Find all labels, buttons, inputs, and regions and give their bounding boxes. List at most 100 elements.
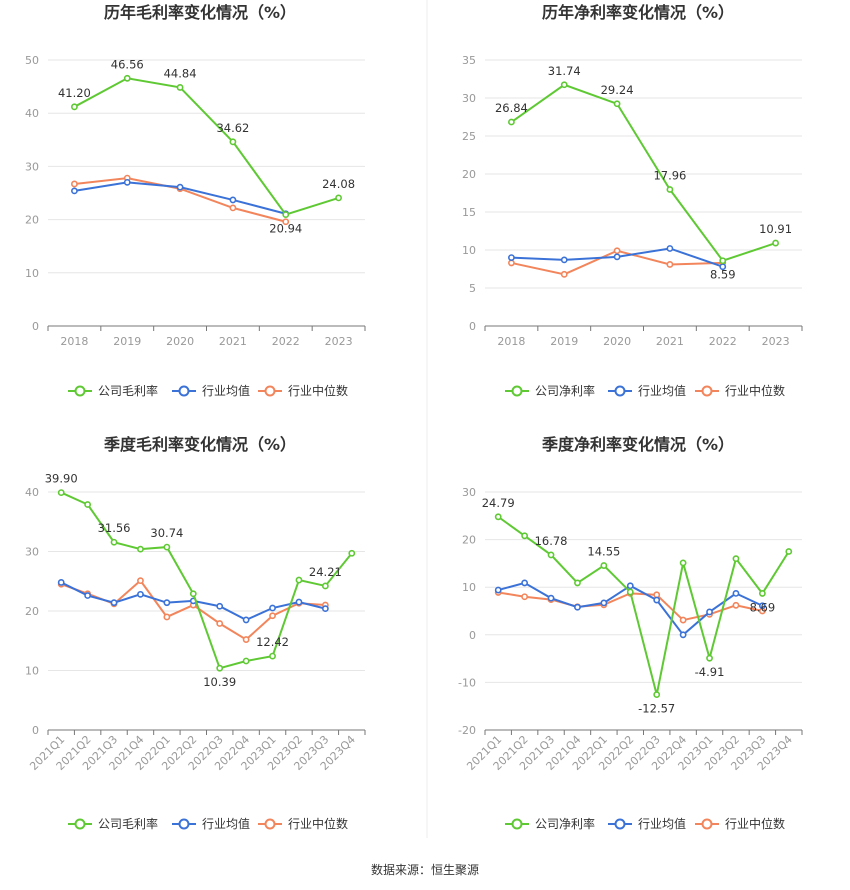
legend-marker-icon (264, 818, 276, 830)
data-point (732, 555, 740, 563)
x-tick-label: 2023 (762, 335, 790, 348)
series-company (57, 489, 356, 672)
legend-label: 公司净利率 (535, 383, 595, 398)
data-point (242, 616, 250, 624)
legend-label: 公司毛利率 (98, 383, 158, 398)
x-tick-label: 2020 (166, 335, 194, 348)
data-point (216, 664, 224, 672)
data-point (560, 256, 568, 264)
x-tick-label: 2022 (709, 335, 737, 348)
legend-marker-icon (701, 818, 713, 830)
data-point (269, 652, 276, 660)
data-point (229, 204, 237, 212)
chart-title: 季度净利率变化情况（%） (541, 435, 734, 454)
chart-panel-4: 季度净利率变化情况（%）-20-1001020302021Q12021Q2202… (458, 435, 803, 831)
data-source: 数据来源：恒生聚源 (371, 862, 479, 877)
data-point (269, 604, 276, 612)
series-industry-avg (494, 579, 766, 639)
y-tick-label: 30 (462, 92, 476, 105)
data-point (242, 657, 250, 665)
data-label: 17.96 (653, 169, 686, 183)
data-label: 14.55 (587, 545, 620, 559)
data-point (666, 245, 674, 252)
data-label: 24.21 (309, 565, 342, 579)
data-point (547, 594, 555, 602)
legend-marker-icon (511, 385, 523, 397)
data-label: 10.39 (203, 675, 236, 689)
data-point (242, 636, 250, 643)
data-point (71, 103, 78, 111)
data-label: 12.42 (256, 635, 289, 649)
data-point (600, 599, 608, 607)
data-point (123, 178, 131, 186)
data-point (653, 691, 661, 699)
data-point (176, 183, 184, 191)
data-label: 30.74 (150, 526, 183, 540)
legend-marker-icon (511, 818, 523, 830)
legend-item: 公司净利率 (505, 383, 595, 398)
data-point (494, 513, 502, 521)
data-label: 44.84 (164, 66, 197, 80)
data-point (216, 602, 224, 610)
data-point (521, 579, 529, 587)
data-point (613, 247, 621, 255)
y-tick-label: 40 (25, 486, 39, 499)
legend-item: 行业中位数 (695, 383, 785, 398)
y-tick-label: 20 (25, 214, 39, 227)
data-point (574, 579, 581, 587)
y-tick-label: 0 (469, 629, 476, 642)
legend-marker-icon (264, 385, 276, 397)
data-label: 26.84 (495, 101, 528, 115)
legend-item: 行业均值 (172, 383, 250, 398)
series-company (494, 513, 793, 699)
chart-title: 历年净利率变化情况（%） (542, 3, 734, 22)
x-tick-label: 2019 (113, 335, 141, 348)
data-point (508, 259, 515, 267)
chart-panel-3: 季度毛利率变化情况（%）0102030402021Q12021Q22021Q32… (25, 435, 366, 831)
data-point (163, 599, 171, 607)
data-label: 24.79 (482, 496, 515, 510)
y-tick-label: 20 (25, 605, 39, 618)
data-point (758, 590, 766, 597)
data-point (57, 579, 65, 586)
data-point (626, 582, 634, 590)
y-tick-label: 40 (25, 107, 39, 120)
x-tick-label: 2020 (603, 335, 631, 348)
legend-marker-icon (178, 385, 190, 397)
legend-item: 行业中位数 (258, 383, 348, 398)
data-point (521, 593, 529, 601)
series-line (510, 83, 776, 262)
data-point (508, 118, 515, 126)
legend-label: 行业中位数 (725, 383, 785, 398)
data-point (679, 559, 687, 567)
y-tick-label: 30 (25, 160, 39, 173)
data-point (732, 589, 740, 597)
data-point (84, 592, 92, 599)
legend-item: 行业均值 (608, 816, 686, 831)
data-point (71, 180, 78, 188)
legend-label: 行业均值 (638, 816, 686, 831)
legend-marker-icon (74, 818, 86, 830)
legend-label: 行业中位数 (288, 816, 348, 831)
data-point (123, 74, 131, 82)
data-point (508, 254, 515, 261)
data-point (653, 591, 661, 599)
series-line (73, 77, 339, 216)
legend-item: 公司毛利率 (68, 816, 158, 831)
data-point (521, 532, 529, 540)
series-industry-median (71, 174, 290, 226)
series-industry-median (508, 247, 727, 278)
series-company (508, 81, 779, 265)
y-tick-label: 35 (462, 54, 476, 67)
data-point (574, 603, 581, 611)
data-point (321, 582, 329, 590)
data-point (772, 239, 779, 247)
series-company (71, 74, 342, 218)
chart-panel-1: 历年毛利率变化情况（%） 0 10 20 30 40 50 2018 2019 2020 2021 2… (25, 3, 366, 398)
y-tick-label: 25 (462, 130, 476, 143)
legend-item: 行业均值 (608, 383, 686, 398)
data-point (335, 194, 342, 202)
data-label: -4.91 (695, 665, 725, 679)
data-point (706, 608, 713, 616)
legend-label: 公司毛利率 (98, 816, 158, 831)
